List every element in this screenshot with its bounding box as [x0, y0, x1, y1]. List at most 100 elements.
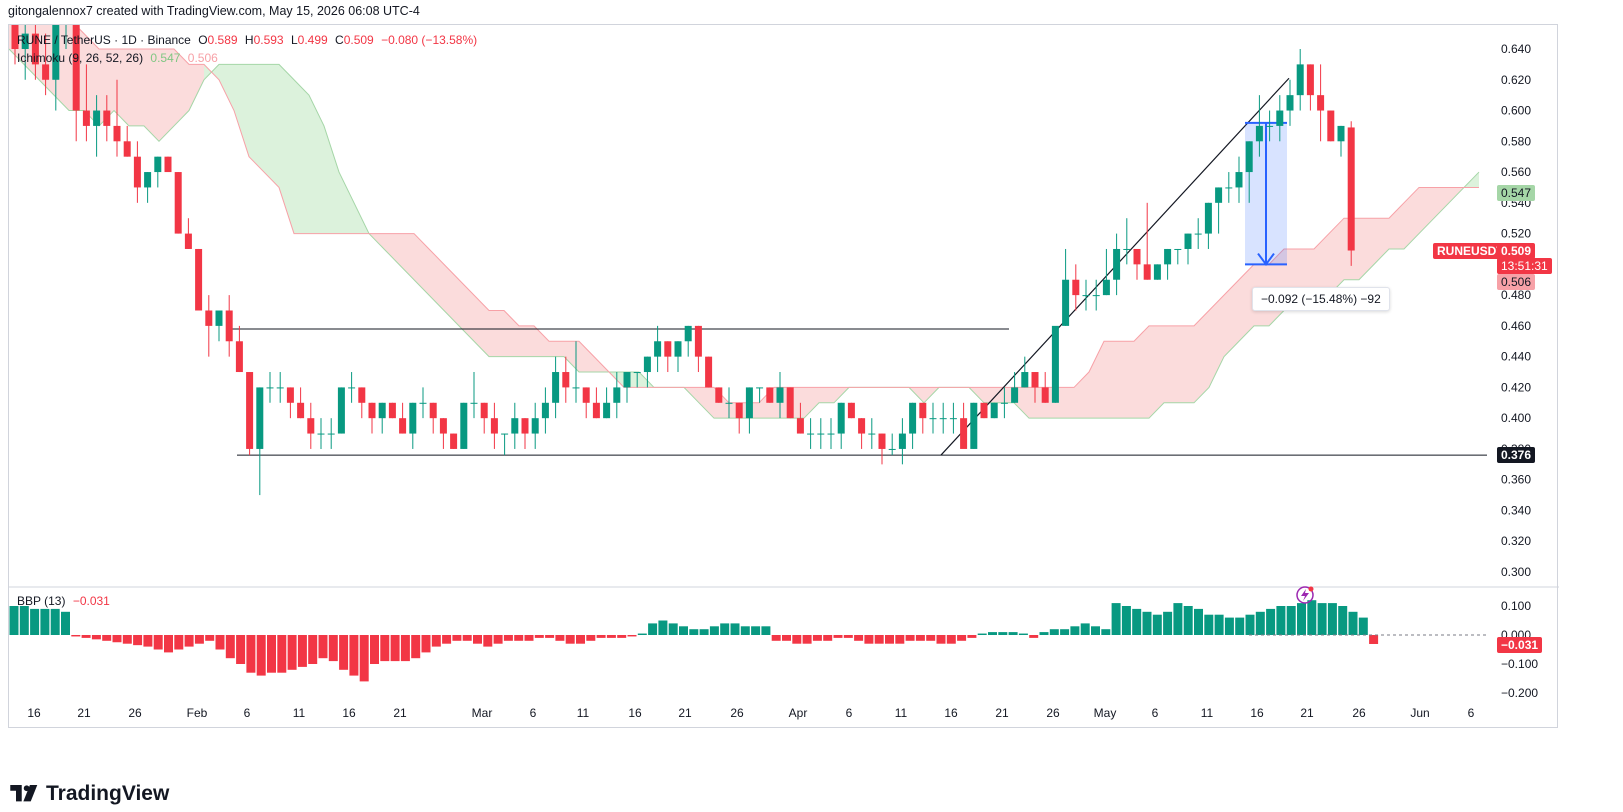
- lightning-icon[interactable]: [1295, 585, 1315, 605]
- price-tick-label: 0.640: [1501, 42, 1531, 56]
- bbp-bar: [617, 635, 627, 638]
- bbp-bar: [390, 635, 400, 662]
- candle-body: [735, 402, 743, 419]
- bbp-bar: [864, 635, 874, 644]
- candle-body: [929, 418, 937, 420]
- price-range-measure-label: −0.092 (−15.48%) −92: [1252, 287, 1390, 311]
- candle-body: [399, 418, 407, 434]
- bbp-bar: [225, 635, 235, 659]
- cloud-segment: [189, 64, 204, 111]
- cloud-segment: [219, 64, 234, 111]
- candle-body: [480, 402, 488, 419]
- candle-body: [970, 402, 978, 449]
- candle-body: [31, 33, 39, 65]
- bbp-legend[interactable]: BBP (13) −0.031: [17, 594, 114, 608]
- candle-body: [144, 172, 152, 188]
- bbp-bar: [1369, 635, 1379, 644]
- candle-body: [1184, 233, 1192, 249]
- candle-body: [1133, 248, 1141, 265]
- cloud-segment: [174, 49, 189, 126]
- close-label: C: [335, 33, 344, 47]
- candle-body: [725, 402, 733, 404]
- candle-body: [72, 25, 80, 111]
- bbp-bar: [998, 632, 1008, 635]
- candle-body: [745, 387, 753, 419]
- candle-body: [1123, 248, 1131, 250]
- cloud-segment: [1404, 187, 1419, 249]
- open-label: O: [198, 33, 208, 47]
- bbp-bar: [1214, 614, 1224, 635]
- bbp-bar: [874, 635, 884, 644]
- time-tick-label: 16: [628, 706, 642, 720]
- chart-credit: gitongalennox7 created with TradingView.…: [8, 4, 420, 18]
- bbp-bar: [534, 635, 544, 638]
- ichimoku-legend[interactable]: Ichimoku (9, 26, 52, 26) 0.547 0.506: [17, 51, 222, 65]
- cloud-segment: [384, 233, 399, 265]
- bbp-bar: [1235, 617, 1245, 635]
- candle-body: [521, 418, 529, 434]
- candle-body: [858, 418, 866, 434]
- cloud-segment: [549, 341, 564, 357]
- cloud-segment: [1239, 264, 1254, 342]
- bbp-bar: [1255, 611, 1265, 635]
- bbp-bar: [164, 635, 173, 653]
- bbp-bar: [1358, 617, 1368, 635]
- chart-panel[interactable]: 0.6400.6200.6000.5800.5600.5400.5200.500…: [8, 24, 1559, 729]
- bbp-bar: [1276, 606, 1286, 635]
- bbp-tick-label: 0.100: [1501, 599, 1531, 613]
- cloud-segment: [819, 387, 834, 403]
- candle-body: [195, 248, 203, 311]
- time-axis: 16 21 26 Feb 6 11 16 21 Mar 6 11 16 21 26 Apr 6 11 16 21 26…: [27, 706, 1474, 720]
- bbp-bar: [1029, 635, 1039, 638]
- candle-body: [1051, 325, 1059, 403]
- symbol-legend: RUNE / TetherUS · 1D · Binance O0.589 H0…: [17, 33, 481, 47]
- candle-body: [286, 387, 294, 403]
- candle-body: [909, 402, 917, 434]
- bbp-bar: [339, 635, 349, 670]
- candle-body: [470, 402, 478, 404]
- candle-body: [103, 110, 111, 126]
- bbp-bar: [112, 635, 122, 643]
- candle-body: [756, 387, 764, 389]
- bbp-bar: [1348, 611, 1358, 635]
- bbp-bar: [442, 635, 452, 644]
- bbp-tick-label: −0.100: [1501, 657, 1538, 671]
- bbp-bar: [349, 635, 359, 676]
- ichimoku-span-a-value: 0.547: [150, 51, 181, 65]
- chart-canvas[interactable]: 0.6400.6200.6000.5800.5600.5400.5200.500…: [9, 25, 1559, 729]
- symbol-title[interactable]: RUNE / TetherUS · 1D · Binance: [17, 33, 191, 47]
- price-tick-label: 0.340: [1501, 503, 1531, 517]
- cloud-segment: [984, 387, 999, 403]
- bbp-bar: [782, 635, 791, 641]
- bbp-bar: [905, 635, 915, 641]
- cloud-segment: [1029, 387, 1044, 419]
- bbp-bar: [91, 635, 101, 640]
- cloud-segment: [294, 79, 309, 234]
- candle-body: [939, 418, 947, 420]
- candle-body: [490, 418, 498, 434]
- price-tick-label: 0.300: [1501, 565, 1531, 579]
- candle-body: [1194, 233, 1202, 235]
- bbp-bar: [761, 626, 771, 635]
- tradingview-brand[interactable]: TradingView: [10, 782, 169, 806]
- bbp-bar: [915, 635, 925, 641]
- cloud-segment: [474, 295, 489, 357]
- cloud-segment: [534, 325, 549, 357]
- candle-body: [1164, 248, 1172, 265]
- bbp-bar: [1338, 606, 1348, 635]
- time-tick-label: 26: [1046, 706, 1060, 720]
- cloud-segment: [1224, 279, 1239, 357]
- bbp-bar: [50, 608, 60, 635]
- candle-body: [133, 156, 141, 188]
- bbp-bar: [205, 635, 215, 641]
- bbp-bar: [1039, 632, 1049, 635]
- bbp-bar: [946, 635, 956, 644]
- candle-body: [1092, 295, 1100, 297]
- bbp-bar: [1307, 600, 1317, 635]
- time-tick-label: 21: [1300, 706, 1314, 720]
- candle-body: [949, 418, 957, 420]
- price-tick-label: 0.580: [1501, 134, 1531, 148]
- cloud-segment: [429, 248, 444, 311]
- cloud-segment: [1074, 372, 1089, 419]
- candle-body: [429, 402, 437, 419]
